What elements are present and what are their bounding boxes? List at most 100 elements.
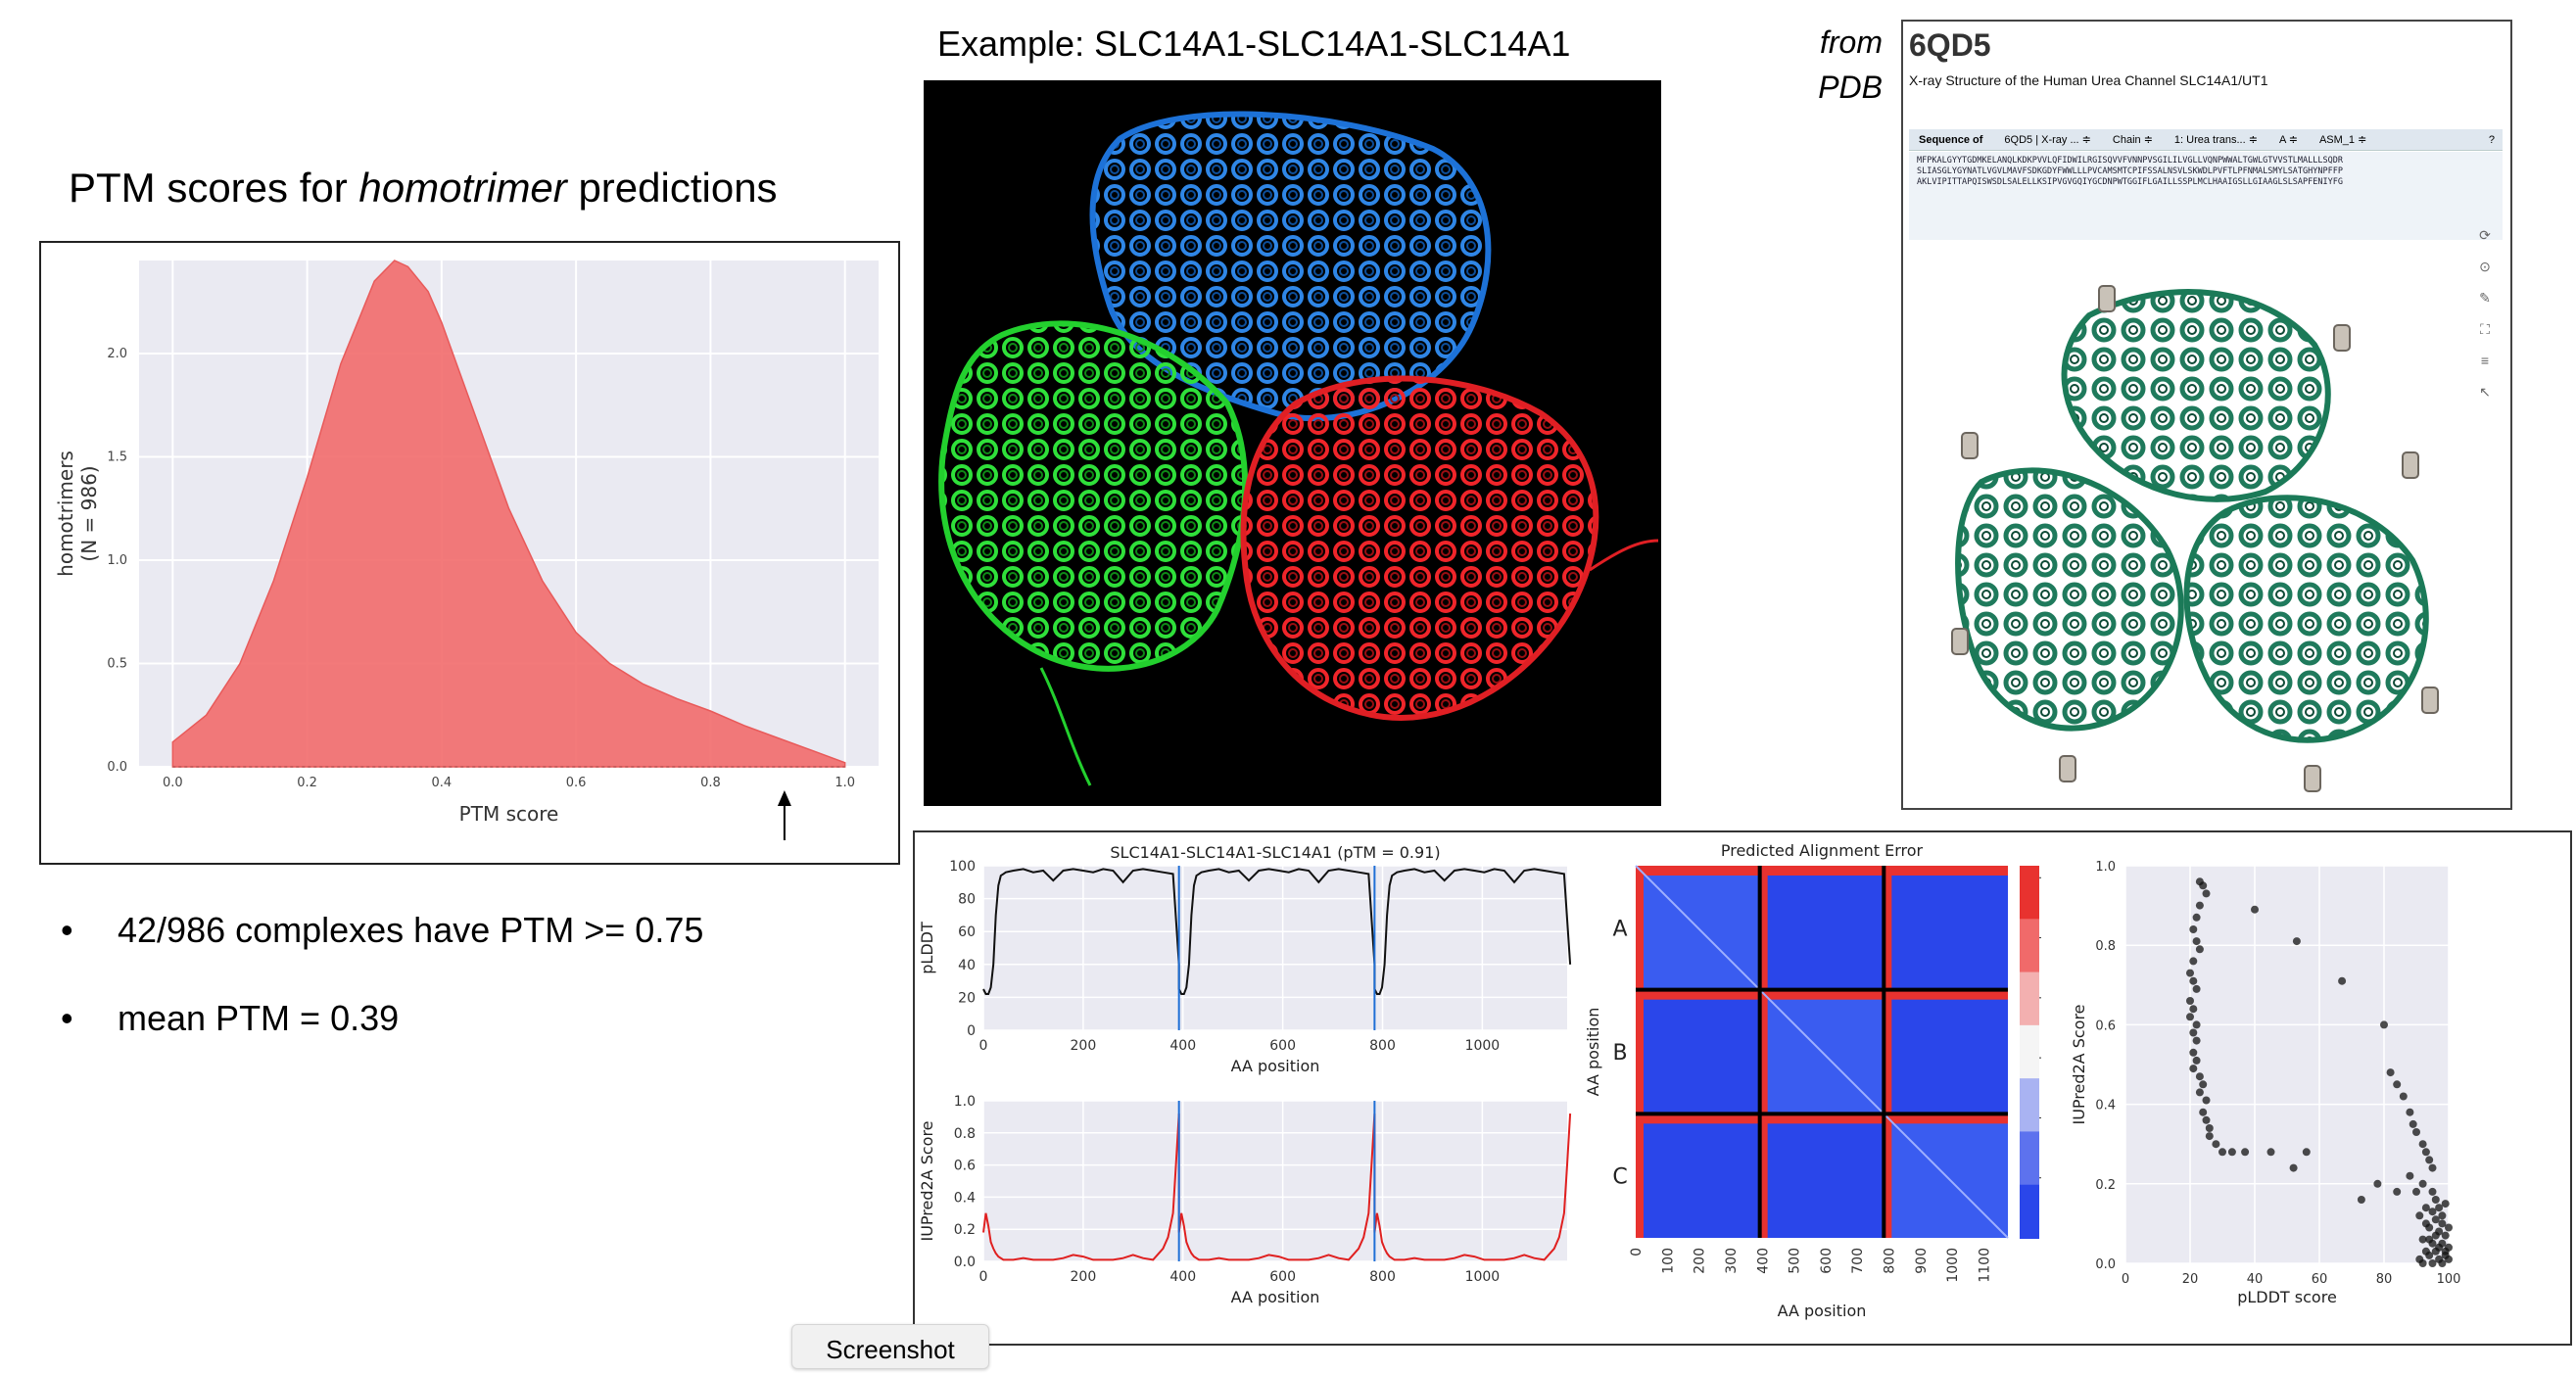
x-tick-label: 0 bbox=[1629, 1248, 1645, 1256]
colorbar-segment bbox=[2020, 919, 2039, 973]
y-tick-label: 0.8 bbox=[954, 1126, 976, 1142]
scatter-point bbox=[2438, 1259, 2447, 1267]
scatter-point bbox=[2189, 976, 2198, 985]
x-tick-label: 0.4 bbox=[432, 776, 453, 790]
pdb-structure-viewer[interactable] bbox=[1942, 257, 2471, 805]
scatter-point bbox=[2189, 925, 2198, 933]
pae-heatmap: Predicted Alignment Error A B C 0 100 200 300 40… bbox=[1584, 841, 2041, 1320]
x-axis-label: pLDDT score bbox=[2237, 1288, 2337, 1306]
fullscreen-icon[interactable]: ⛶ bbox=[2480, 321, 2490, 337]
heatmap-block bbox=[1884, 989, 2008, 1114]
tools-icon[interactable]: ✎ bbox=[2479, 290, 2491, 306]
y-tick-label: 0.0 bbox=[2095, 1257, 2116, 1272]
entry-select[interactable]: 6QD5 | X-ray ... ≑ bbox=[2004, 134, 2091, 146]
y-tick-label: 0.0 bbox=[107, 760, 127, 775]
x-tick-label: 0.6 bbox=[566, 776, 587, 790]
heatmap-block bbox=[1759, 1113, 1884, 1238]
predicted-structure-image bbox=[924, 80, 1661, 806]
analysis-panel: 0 200 400 600 800 1000 0 20 40 60 80 100 AA position… bbox=[913, 830, 2572, 1346]
x-tick-label: 0.0 bbox=[163, 776, 183, 790]
colorbar-segment bbox=[2020, 1078, 2039, 1133]
help-icon[interactable]: ? bbox=[2488, 133, 2495, 146]
x-axis-label: PTM score bbox=[459, 802, 559, 826]
x-axis-label: AA position bbox=[1778, 1302, 1867, 1320]
y-tick-label: 1.0 bbox=[954, 1094, 976, 1110]
scatter-point bbox=[2189, 1048, 2198, 1057]
scatter-point bbox=[2438, 1211, 2447, 1220]
scatter-point bbox=[2406, 1108, 2414, 1116]
y-tick-label: 60 bbox=[958, 924, 976, 940]
x-tick-label: 200 bbox=[1071, 1269, 1097, 1285]
scatter-point bbox=[2189, 1065, 2198, 1073]
scatter-point bbox=[2428, 1187, 2437, 1196]
chain-row-label: A bbox=[1612, 917, 1627, 941]
ptm-section-title: PTM scores for homotrimer predictions bbox=[69, 165, 778, 211]
scatter-point bbox=[2386, 1068, 2395, 1077]
bullet-mean-ptm: mean PTM = 0.39 bbox=[54, 974, 703, 1063]
select-mode-icon[interactable]: ↖ bbox=[2479, 384, 2491, 400]
y-tick-label: 1.0 bbox=[2095, 860, 2116, 875]
screenshot-icon[interactable]: ⊙ bbox=[2479, 259, 2491, 274]
scatter-point bbox=[2302, 1148, 2311, 1157]
scatter-point bbox=[2373, 1179, 2382, 1188]
heatmap-diagonal bbox=[1883, 1113, 2009, 1239]
scatter-point bbox=[2428, 1259, 2437, 1267]
x-tick-label: 700 bbox=[1850, 1248, 1866, 1274]
y-tick-label: 1.0 bbox=[107, 553, 127, 568]
scatter-point bbox=[2192, 1056, 2201, 1065]
colorbar-segment bbox=[2020, 1184, 2039, 1239]
x-tick-label: 800 bbox=[1883, 1248, 1898, 1274]
y-axis-label: pLDDT bbox=[918, 922, 936, 974]
heatmap-edge-row bbox=[1759, 866, 1884, 876]
plot-background bbox=[2125, 866, 2449, 1263]
chain-select[interactable]: Chain ≑ bbox=[2112, 134, 2153, 146]
sequence-view[interactable]: MFPKALGYYTGDMKELANQLKDKPVVLQFIDWILRGISQV… bbox=[1909, 152, 2503, 240]
sequence-line: SLIASGLYGYNATLVGVLMAVFSDKGDYFWWLLLPVCAMS… bbox=[1917, 166, 2343, 176]
plot-background bbox=[983, 866, 1567, 1030]
scatter-point bbox=[2357, 1196, 2365, 1204]
asym-select[interactable]: A ≑ bbox=[2278, 134, 2298, 146]
x-tick-label: 500 bbox=[1788, 1248, 1803, 1274]
x-tick-label: 300 bbox=[1724, 1248, 1740, 1274]
scatter-point bbox=[2212, 1140, 2220, 1149]
x-tick-label: 1.0 bbox=[835, 776, 855, 790]
example-title: Example: SLC14A1-SLC14A1-SLC14A1 bbox=[937, 24, 1571, 64]
heatmap-block bbox=[1884, 866, 2008, 990]
plddt-chart: 0 200 400 600 800 1000 0 20 40 60 80 100 AA position… bbox=[918, 843, 1572, 1075]
scatter-point bbox=[2441, 1247, 2450, 1256]
y-tick-label: 0.2 bbox=[2095, 1178, 2116, 1193]
scatter-point bbox=[2186, 969, 2194, 977]
reset-view-icon[interactable]: ⟳ bbox=[2479, 227, 2491, 243]
y-tick-label: 1.5 bbox=[107, 450, 127, 464]
entity-select[interactable]: 1: Urea trans... ≑ bbox=[2173, 134, 2258, 146]
x-tick-label: 800 bbox=[1369, 1038, 1396, 1054]
sequence-toolbar: Sequence of 6QD5 | X-ray ... ≑ Chain ≑ 1… bbox=[1909, 129, 2503, 151]
scatter-point bbox=[2393, 1080, 2402, 1089]
x-tick-label: 0 bbox=[2122, 1272, 2129, 1287]
settings-icon[interactable]: ≡ bbox=[2480, 353, 2490, 368]
x-tick-label: 20 bbox=[2182, 1272, 2199, 1287]
assembly-select[interactable]: ASM_1 ≑ bbox=[2318, 134, 2367, 146]
scatter-point bbox=[2421, 1204, 2430, 1212]
scatter-point bbox=[2435, 1204, 2444, 1212]
x-tick-label: 600 bbox=[1269, 1038, 1296, 1054]
scatter-point bbox=[2418, 1235, 2427, 1244]
scatter-point bbox=[2202, 1115, 2211, 1124]
scatter-point bbox=[2421, 1148, 2430, 1157]
scatter-point bbox=[2441, 1231, 2450, 1240]
viewer-toolbar: ⟳ ⊙ ✎ ⛶ ≡ ↖ bbox=[2470, 227, 2500, 415]
scatter-point bbox=[2431, 1215, 2440, 1224]
scatter-point bbox=[2415, 1211, 2424, 1220]
scatter-point bbox=[2438, 1219, 2447, 1228]
heatmap-diagonal bbox=[1635, 865, 1761, 991]
sequence-of-label: Sequence of bbox=[1919, 133, 1983, 146]
scatter-point bbox=[2380, 1020, 2388, 1029]
scatter-point bbox=[2431, 1196, 2440, 1204]
colorbar-segment bbox=[2020, 1131, 2039, 1186]
scatter-point bbox=[2192, 1036, 2201, 1045]
y-axis-label: AA position bbox=[1584, 1008, 1602, 1097]
scatter-point bbox=[2289, 1163, 2298, 1172]
chain-b-green bbox=[938, 320, 1249, 672]
y-axis-label: homotrimers(N = 986) bbox=[54, 450, 101, 577]
scatter-point bbox=[2189, 1028, 2198, 1037]
